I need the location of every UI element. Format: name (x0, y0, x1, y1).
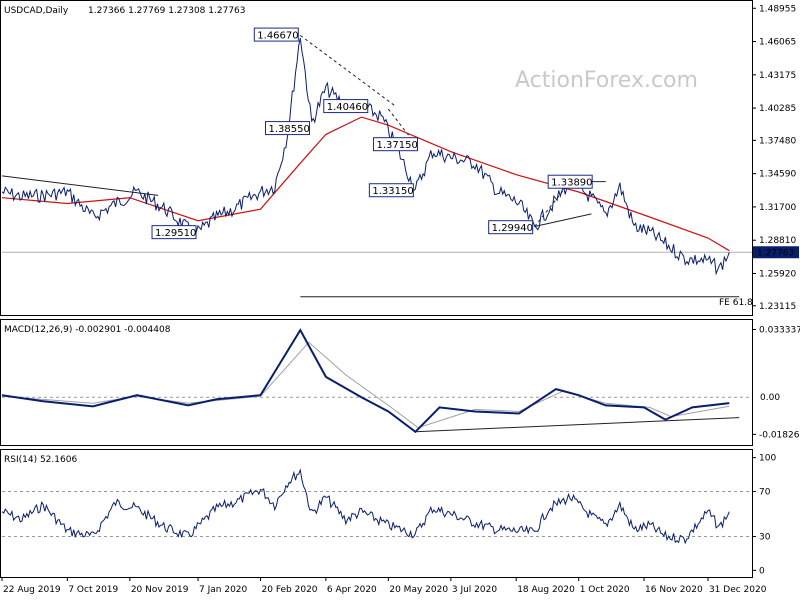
trendline (534, 213, 592, 227)
moving-average-line (1, 116, 730, 252)
macd-current-label: 0.00 (760, 393, 780, 403)
price-tick-label: 1.40285 (759, 104, 796, 114)
annotation-label: 1.29510 (155, 228, 196, 239)
macd-tick-label: -0.018262 (759, 430, 800, 440)
date-tick-label: 7 Jan 2020 (199, 585, 247, 595)
price-axis: 1.48955 1.46065 1.43175 1.40285 1.37480 1.345… (752, 4, 796, 312)
symbol-label: USDCAD,Daily (4, 6, 69, 16)
ohlc-label: 1.27366 1.27769 1.27308 1.27763 (88, 6, 246, 16)
rsi-tick-label: 70 (759, 487, 771, 497)
rsi-line (1, 468, 730, 545)
macd-line (1, 328, 730, 434)
date-tick-label: 16 Nov 2020 (645, 585, 703, 595)
price-annotation: 1.40460 (323, 99, 369, 114)
annotation-box (368, 183, 414, 198)
date-tick-label: 1 Oct 2020 (580, 585, 630, 595)
price-tick-label: 1.48955 (759, 4, 796, 14)
trendline (299, 34, 396, 107)
macd-trendline (415, 417, 740, 433)
macd-series (1, 328, 752, 434)
annotation-label: 1.38550 (269, 124, 310, 135)
price-tick-label: 1.43175 (759, 71, 796, 81)
price-annotation: 1.46670 (253, 27, 299, 42)
annotation-box (151, 225, 197, 240)
macd-axis: 0.0333370.00-0.0182620.00 (752, 325, 800, 440)
price-annotation: 1.29510 (151, 225, 197, 240)
date-tick-label: 6 Apr 2020 (327, 585, 377, 595)
rsi-tick-label: 100 (759, 454, 776, 464)
price-annotation: 1.33150 (368, 183, 414, 198)
price-tick-label: 1.23115 (759, 302, 796, 312)
price-tick-label: 1.25920 (759, 269, 796, 279)
rsi-tick-label: 0 (759, 566, 765, 576)
current-price-label: 1.27763 (757, 248, 794, 258)
annotation-box (547, 174, 593, 189)
price-panel-frame (0, 0, 753, 316)
rsi-axis: 100 70 30 0 (752, 454, 776, 576)
annotation-label: 1.29940 (492, 223, 533, 234)
annotation-box (372, 137, 418, 152)
watermark: ActionForex.com (515, 68, 698, 93)
price-title: USDCAD,Daily 1.27366 1.27769 1.27308 1.2… (4, 6, 246, 16)
date-tick-label: 3 Jul 2020 (452, 585, 497, 595)
date-axis: 22 Aug 2019 7 Oct 2019 20 Nov 2019 7 Jan 20… (1, 577, 767, 595)
macd-panel-frame (0, 319, 753, 446)
price-tick-label: 1.46065 (759, 38, 796, 48)
price-annotation: 1.33890 (547, 174, 593, 189)
annotation-label: 1.33150 (372, 186, 413, 197)
macd-signal-line (1, 341, 730, 429)
moving-average (1, 116, 730, 252)
current-price-tag (753, 246, 799, 259)
price-annotations: 1.46670 1.40460 1.38550 1.37150 1.33150 1.295… (151, 27, 593, 240)
rsi-tick-label: 30 (759, 533, 771, 543)
current-price-marker: 1.27763 (753, 246, 799, 259)
date-tick-label: 20 Nov 2019 (131, 585, 189, 595)
date-tick-label: 22 Aug 2019 (3, 585, 61, 595)
annotation-box (323, 99, 369, 114)
macd-title: MACD(12,26,9) -0.002901 -0.004408 (4, 325, 171, 335)
date-tick-label: 20 Feb 2020 (262, 585, 318, 595)
annotation-box (253, 27, 299, 42)
annotation-box (265, 121, 311, 136)
price-tick-label: 1.37480 (759, 136, 796, 146)
date-tick-label: 20 May 2020 (389, 585, 448, 595)
trendline (1, 175, 159, 196)
annotation-box (488, 220, 534, 235)
rsi-panel-frame (0, 449, 753, 578)
price-tick-label: 1.28810 (759, 236, 796, 246)
annotation-label: 1.40460 (327, 102, 368, 113)
macd-tick-label: 0.033337 (759, 325, 800, 335)
annotation-label: 1.33890 (551, 178, 592, 189)
annotation-label: 1.37150 (376, 140, 417, 151)
price-tick-label: 1.34590 (759, 170, 796, 180)
price-tick-label: 1.31700 (759, 203, 796, 213)
rsi-title: RSI(14) 52.1606 (4, 455, 77, 465)
price-annotation: 1.38550 (265, 121, 311, 136)
annotation-label: 1.46670 (257, 31, 298, 42)
price-annotation: 1.29940 (488, 220, 534, 235)
date-tick-label: 31 Dec 2020 (709, 585, 767, 595)
date-tick-label: 18 Aug 2020 (517, 585, 575, 595)
rsi-series (1, 468, 752, 545)
date-tick-label: 7 Oct 2019 (68, 585, 118, 595)
price-annotation: 1.37150 (372, 137, 418, 152)
fe-label: FE 61.8 (719, 298, 753, 308)
macd-current-tag (753, 391, 799, 404)
